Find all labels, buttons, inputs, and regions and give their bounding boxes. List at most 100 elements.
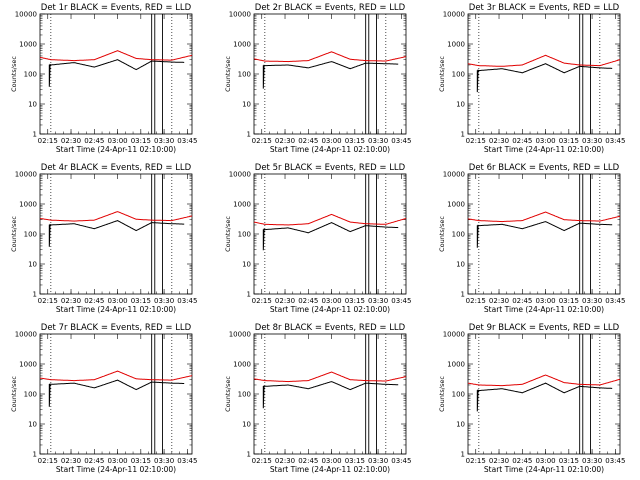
events-series-line [476,221,613,248]
chart-title: Det 8r BLACK = Events, RED = LLD [255,323,406,333]
chart-title: Det 1r BLACK = Events, RED = LLD [41,3,192,13]
x-tick-label: 03:45 [605,297,625,305]
x-tick-label: 02:30 [489,457,509,465]
x-tick-label: 03:00 [535,457,555,465]
y-tick-label: 100 [238,231,251,239]
x-tick-label: 03:45 [177,137,197,145]
x-tick-label: 02:15 [38,297,58,305]
chart-title: Det 2r BLACK = Events, RED = LLD [255,3,406,13]
chart-panel-9: Det 9r BLACK = Events, RED = LLD 1 10 100 10… [438,323,625,474]
y-axis-label: Counts/sec [10,216,18,252]
lld-series-line [253,213,407,226]
x-tick-label: 03:00 [535,297,555,305]
y-tick-label: 1 [461,291,465,299]
y-axis-label: Counts/sec [10,376,18,412]
y-tick-label: 1000 [19,201,37,209]
y-tick-label: 10 [242,101,251,109]
y-tick-label: 10000 [15,171,37,179]
x-tick-label: 02:15 [38,137,58,145]
y-tick-label: 1000 [19,41,37,49]
y-tick-label: 100 [238,391,251,399]
x-tick-label: 03:30 [582,297,602,305]
events-series-line [48,59,185,87]
y-tick-label: 10 [28,261,37,269]
y-tick-label: 10 [242,421,251,429]
y-tick-label: 1 [461,451,465,459]
y-tick-label: 10000 [229,171,251,179]
x-tick-label: 02:30 [489,297,509,305]
y-tick-label: 10 [28,421,37,429]
x-axis-label: Start Time (24-Apr-11 02:10:00) [270,305,390,314]
x-tick-label: 02:45 [84,297,104,305]
x-tick-label: 02:30 [489,137,509,145]
y-tick-label: 10000 [443,171,465,179]
y-tick-label: 1 [33,451,37,459]
y-tick-label: 1000 [447,201,465,209]
y-axis-label: Counts/sec [224,376,232,412]
y-axis-label: Counts/sec [224,56,232,92]
y-tick-label: 1000 [19,361,37,369]
x-tick-label: 03:45 [391,137,411,145]
y-tick-label: 10 [456,261,465,269]
x-tick-label: 03:30 [368,137,388,145]
x-tick-label: 03:30 [154,137,174,145]
chart-panel-5: Det 5r BLACK = Events, RED = LLD 1 10 100 10… [224,163,411,314]
x-tick-label: 03:30 [154,297,174,305]
y-tick-label: 1000 [233,41,251,49]
y-tick-label: 1 [247,131,251,139]
x-tick-label: 02:30 [61,137,81,145]
chart-title: Det 3r BLACK = Events, RED = LLD [469,3,620,13]
x-tick-label: 03:00 [535,137,555,145]
chart-panel-2: Det 2r BLACK = Events, RED = LLD 1 10 100 10… [224,3,411,154]
x-tick-label: 03:00 [321,457,341,465]
x-tick-label: 03:15 [559,457,579,465]
y-tick-label: 1 [461,131,465,139]
y-tick-label: 1000 [447,361,465,369]
x-tick-label: 02:30 [61,297,81,305]
y-axis-label: Counts/sec [438,56,446,92]
y-tick-label: 100 [452,71,465,79]
chart-title: Det 6r BLACK = Events, RED = LLD [469,163,620,173]
chart-panel-7: Det 7r BLACK = Events, RED = LLD 1 10 100 10… [10,323,197,474]
x-tick-label: 03:45 [391,297,411,305]
x-axis-label: Start Time (24-Apr-11 02:10:00) [484,305,604,314]
x-tick-label: 03:15 [131,137,151,145]
y-axis-label: Counts/sec [438,376,446,412]
x-tick-label: 03:00 [107,137,127,145]
x-tick-label: 03:00 [321,297,341,305]
lld-series-line [253,371,407,383]
x-tick-label: 02:45 [84,457,104,465]
chart-title: Det 9r BLACK = Events, RED = LLD [469,323,620,333]
y-tick-label: 10000 [229,11,251,19]
lld-series-line [467,374,621,387]
chart-title: Det 7r BLACK = Events, RED = LLD [41,323,192,333]
chart-title: Det 5r BLACK = Events, RED = LLD [255,163,406,173]
y-tick-label: 100 [452,391,465,399]
x-tick-label: 03:15 [559,297,579,305]
x-tick-label: 03:45 [605,457,625,465]
y-tick-label: 100 [24,231,37,239]
x-tick-label: 03:30 [582,457,602,465]
x-tick-label: 03:15 [345,457,365,465]
y-tick-label: 100 [24,71,37,79]
x-tick-label: 02:45 [512,457,532,465]
x-axis-label: Start Time (24-Apr-11 02:10:00) [270,145,390,154]
lld-series-line [39,370,193,382]
x-tick-label: 02:45 [298,297,318,305]
events-series-line [48,379,185,407]
x-tick-label: 02:15 [466,297,486,305]
x-tick-label: 02:15 [466,137,486,145]
chart-panel-4: Det 4r BLACK = Events, RED = LLD 1 10 100 10… [10,163,197,314]
x-tick-label: 03:30 [582,137,602,145]
x-tick-label: 02:15 [252,297,272,305]
x-tick-label: 02:15 [38,457,58,465]
y-tick-label: 100 [452,231,465,239]
x-tick-label: 03:00 [321,137,341,145]
x-tick-label: 03:30 [368,457,388,465]
x-tick-label: 03:30 [154,457,174,465]
lld-series-line [253,51,407,63]
lld-series-line [39,50,193,62]
x-tick-label: 03:15 [345,137,365,145]
lld-series-line [39,211,193,222]
y-tick-label: 1 [33,291,37,299]
